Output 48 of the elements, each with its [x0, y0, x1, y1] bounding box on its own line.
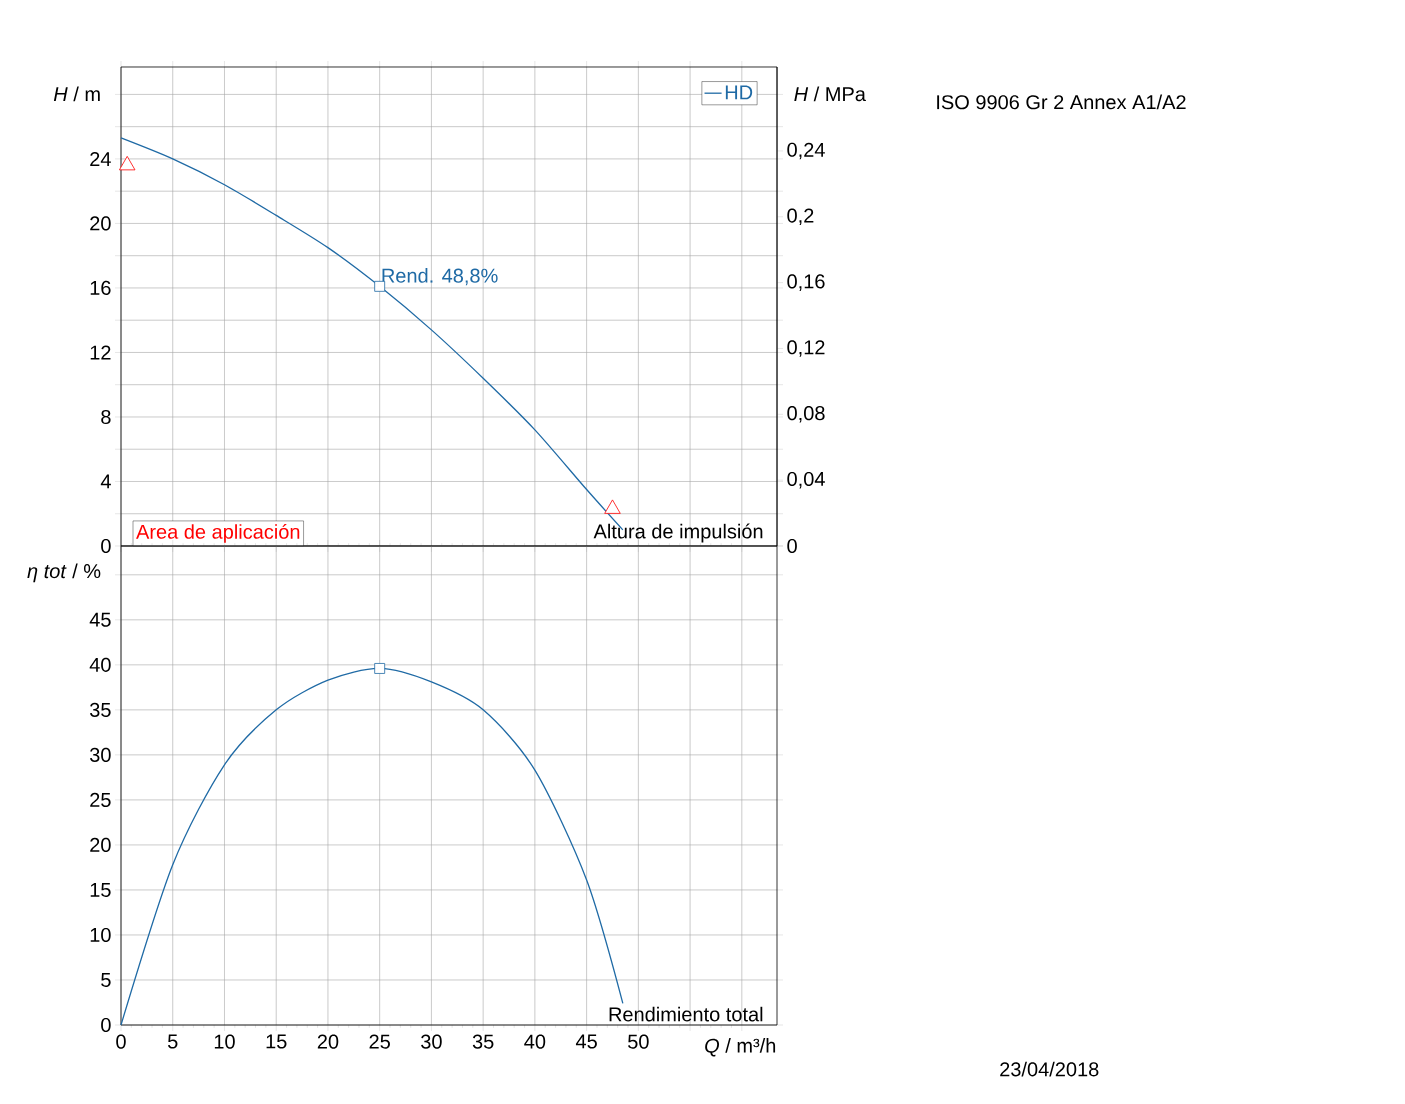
- x-tick-label: 45: [575, 1034, 597, 1049]
- point: [119, 155, 136, 171]
- y2-tick-label: 0,04: [787, 471, 825, 489]
- y-tick-label: 25: [90, 792, 111, 807]
- y-tick-label: 30: [89, 747, 111, 762]
- text: ISO 9906 Gr 2 Annex A1/A2: [937, 94, 1186, 110]
- x-tick-label: 5: [167, 1034, 178, 1049]
- x-tick-label: 30: [421, 1034, 442, 1049]
- y-tick-label: 20: [90, 216, 111, 231]
- y-tick-label: 15: [90, 882, 111, 897]
- y2-tick-label: 0,12: [787, 340, 825, 357]
- y2-axis-title: H / MPa: [794, 86, 866, 102]
- y-axis-title: η tot / %: [27, 563, 101, 583]
- y-tick-label: 12: [90, 345, 111, 360]
- x-tick-label: 50: [628, 1034, 649, 1049]
- annotation: Rendimiento total: [609, 1006, 763, 1022]
- legend-label: HD: [725, 85, 753, 100]
- y-tick-label: 4: [100, 474, 111, 489]
- x-tick-label: 35: [472, 1034, 494, 1049]
- y-axis-title: H / m: [53, 86, 100, 102]
- annotation: Rend. 48,8%: [382, 268, 498, 286]
- y-tick-label: 35: [89, 702, 111, 717]
- y-tick-label: 10: [90, 927, 111, 943]
- y-tick-label: 8: [101, 409, 111, 425]
- x-tick-label: 15: [266, 1034, 287, 1049]
- y-tick-label: 0: [101, 538, 111, 554]
- y-tick-label: 0: [101, 1017, 111, 1033]
- y2-tick-label: 0,16: [787, 274, 825, 291]
- x-tick-label: 40: [524, 1034, 546, 1049]
- x-tick-label: 25: [369, 1034, 390, 1049]
- y-tick-label: 5: [101, 973, 111, 987]
- y2-tick-label: 0,08: [787, 406, 825, 423]
- x-tick-label: 20: [317, 1034, 339, 1049]
- y-tick-label: 16: [90, 280, 111, 296]
- annotation: Area de aplicación: [136, 523, 300, 543]
- y-tick-label: 40: [89, 657, 111, 672]
- y-tick-label: 45: [89, 612, 111, 627]
- text: 23/04/2018: [1000, 1061, 1099, 1077]
- y2-tick-label: 0: [787, 538, 797, 554]
- y-tick-label: 24: [90, 151, 111, 166]
- y2-tick-label: 0,2: [787, 208, 814, 226]
- annotation: Altura de impulsión: [593, 523, 763, 543]
- x-tick-label: 0: [116, 1034, 126, 1049]
- x-axis-title: Q / m³/h: [705, 1038, 776, 1057]
- x-tick-label: 10: [214, 1034, 235, 1049]
- point: [604, 499, 621, 514]
- y2-tick-label: 0,24: [787, 142, 825, 160]
- y-tick-label: 20: [90, 837, 111, 852]
